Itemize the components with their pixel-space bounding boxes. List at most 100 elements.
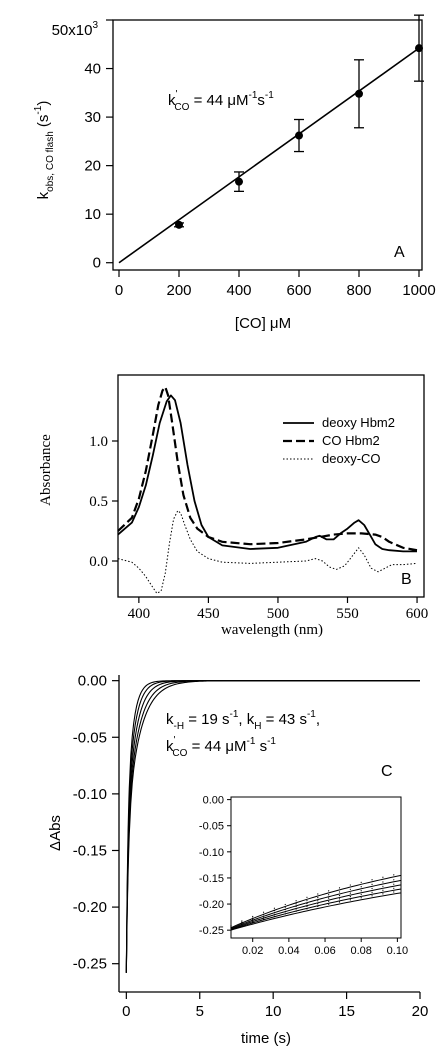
legend-label-co-hbm2: CO Hbm2 <box>322 433 380 448</box>
panel-c-x-tick-label: 0 <box>122 1003 130 1020</box>
panel-c-y-tick-label: -0.25 <box>73 956 107 973</box>
inset-data-dot <box>393 891 395 893</box>
panel-c-y-axis-label: ΔAbs <box>47 815 64 851</box>
panel-a-data-point <box>235 177 243 186</box>
panel-a-x-tick-label: 400 <box>226 282 251 299</box>
inset-y-tick-label: 0.00 <box>203 795 224 807</box>
panel-b-series-line-deoxy-co <box>117 510 418 594</box>
panel-a-y-tick-label: 30 <box>84 109 101 126</box>
inset-data-dot <box>328 894 330 896</box>
inset-data-dot <box>230 925 232 927</box>
panel-c-x-axis-label: time (s) <box>241 1030 291 1047</box>
panel-a-y-axis-label: kobs, CO flash (s-1) <box>33 101 56 200</box>
panel-a-x-tick-label: 800 <box>346 282 371 299</box>
panel-a-data-point <box>355 89 363 98</box>
inset-data-dot <box>317 903 319 905</box>
panel-c-x-tick-label: 20 <box>412 1003 429 1020</box>
panel-a-y-tick-labels: 0 10 20 30 40 <box>84 61 101 272</box>
inset-data-dot <box>284 903 286 906</box>
panel-a-y-tick-label: 10 <box>84 206 101 223</box>
inset-data-dot <box>371 883 373 885</box>
panel-c-inset: 0.02 0.04 0.06 0.08 0.10 0.00 -0.05 -0.10 -0.15… <box>199 795 408 957</box>
legend-label-deoxy-co: deoxy-CO <box>322 451 381 466</box>
inset-data-dot <box>371 887 373 890</box>
panel-b-x-axis-label: wavelength (nm) <box>221 622 323 638</box>
inset-y-tick-label: -0.15 <box>199 873 224 885</box>
inset-frame <box>230 796 402 939</box>
panel-c-y-tick-label: -0.05 <box>73 729 107 746</box>
inset-data-dot <box>338 898 341 900</box>
panel-a-y-top-tick-label: 50x103 <box>52 20 99 39</box>
panel-a-ticks <box>106 19 420 277</box>
panel-a-annotation: k' CO = 44 μM-1s-1 <box>168 89 274 113</box>
inset-data-dot <box>328 890 330 892</box>
panel-a-label: A <box>394 244 405 261</box>
inset-kinetic-trace <box>230 892 402 931</box>
panel-a-data-point <box>295 131 303 140</box>
panel-b: 400 450 500 550 600 0.0 0.5 1.0 deoxy Hbm2 CO … <box>38 374 429 638</box>
inset-data-dot <box>317 893 319 895</box>
inset-data-dot <box>371 879 373 881</box>
panel-a-data-point <box>415 44 423 53</box>
inset-data-dot <box>338 887 341 889</box>
panel-c-traces <box>125 680 420 973</box>
inset-data-dot <box>328 900 330 902</box>
panel-b-x-tick-label: 450 <box>197 606 220 622</box>
inset-kinetic-trace <box>230 884 402 930</box>
panel-b-y-tick-label: 0.5 <box>89 494 108 510</box>
inset-data-dot <box>295 900 297 902</box>
inset-data-dot <box>360 897 362 899</box>
legend-label-deoxy-hbm2: deoxy Hbm2 <box>322 415 395 430</box>
inset-y-tick-label: -0.10 <box>199 847 224 859</box>
inset-data-dot <box>371 891 373 893</box>
inset-y-tick-labels: 0.00 -0.05 -0.10 -0.15 -0.20 -0.25 <box>199 795 224 938</box>
panel-a-frame <box>112 19 423 271</box>
inset-data-dot <box>360 893 362 896</box>
inset-kinetic-trace <box>230 879 402 929</box>
panel-b-y-tick-labels: 0.0 0.5 1.0 <box>89 434 108 570</box>
inset-x-tick-label: 0.02 <box>242 945 263 957</box>
inset-x-tick-label: 0.06 <box>314 945 335 957</box>
panel-c-ticks <box>112 680 421 999</box>
inset-data-dot <box>349 884 351 886</box>
panel-a-data-points <box>174 14 424 229</box>
inset-x-tick-label: 0.04 <box>278 945 299 957</box>
inset-data-dot <box>338 901 341 903</box>
inset-data-dot <box>252 915 254 918</box>
panel-b-x-tick-label: 600 <box>406 606 429 622</box>
panel-b-legend: deoxy Hbm2 CO Hbm2 deoxy-CO <box>283 415 395 466</box>
panel-b-x-tick-labels: 400 450 500 550 600 <box>128 606 429 622</box>
inset-data-dot <box>295 903 297 905</box>
inset-data-dot <box>360 881 362 883</box>
inset-data-dot <box>393 883 395 885</box>
panel-c-annotation-line-1: k-H = 19 s-1, kH = 43 s-1, <box>166 709 320 732</box>
inset-y-tick-label: -0.25 <box>199 925 224 937</box>
inset-data-dot <box>393 879 395 881</box>
inset-data-dot <box>306 900 308 902</box>
inset-data-dot <box>360 886 362 888</box>
inset-data-dot <box>382 889 384 891</box>
panel-c-y-tick-label: -0.10 <box>73 786 107 803</box>
panel-b-label: B <box>401 571 412 588</box>
panel-c-y-tick-label: -0.15 <box>73 842 107 859</box>
panel-c-x-tick-label: 5 <box>196 1003 204 1020</box>
panel-c-kinetic-trace <box>125 680 420 973</box>
inset-traces <box>230 874 402 931</box>
inset-x-tick-labels: 0.02 0.04 0.06 0.08 0.10 <box>242 945 408 957</box>
inset-y-tick-label: -0.20 <box>199 899 224 911</box>
inset-data-dot <box>338 891 341 893</box>
inset-data-dot <box>317 897 319 899</box>
panel-c-annotation-line-2: k' CO = 44 μM-1 s-1 <box>166 735 276 759</box>
inset-data-dot <box>306 903 308 905</box>
inset-data-dot <box>382 893 384 895</box>
inset-data-dot <box>349 892 351 894</box>
inset-data-dot <box>317 900 319 902</box>
panel-b-x-tick-label: 550 <box>336 606 359 622</box>
inset-kinetic-trace <box>230 874 402 929</box>
panel-c-x-tick-labels: 0 5 10 15 20 <box>122 1003 428 1020</box>
panel-b-x-tick-label: 400 <box>128 606 151 622</box>
inset-data-dot <box>393 887 395 889</box>
panel-a-x-axis-label: [CO] μM <box>235 315 291 332</box>
inset-data-dot <box>328 897 330 899</box>
